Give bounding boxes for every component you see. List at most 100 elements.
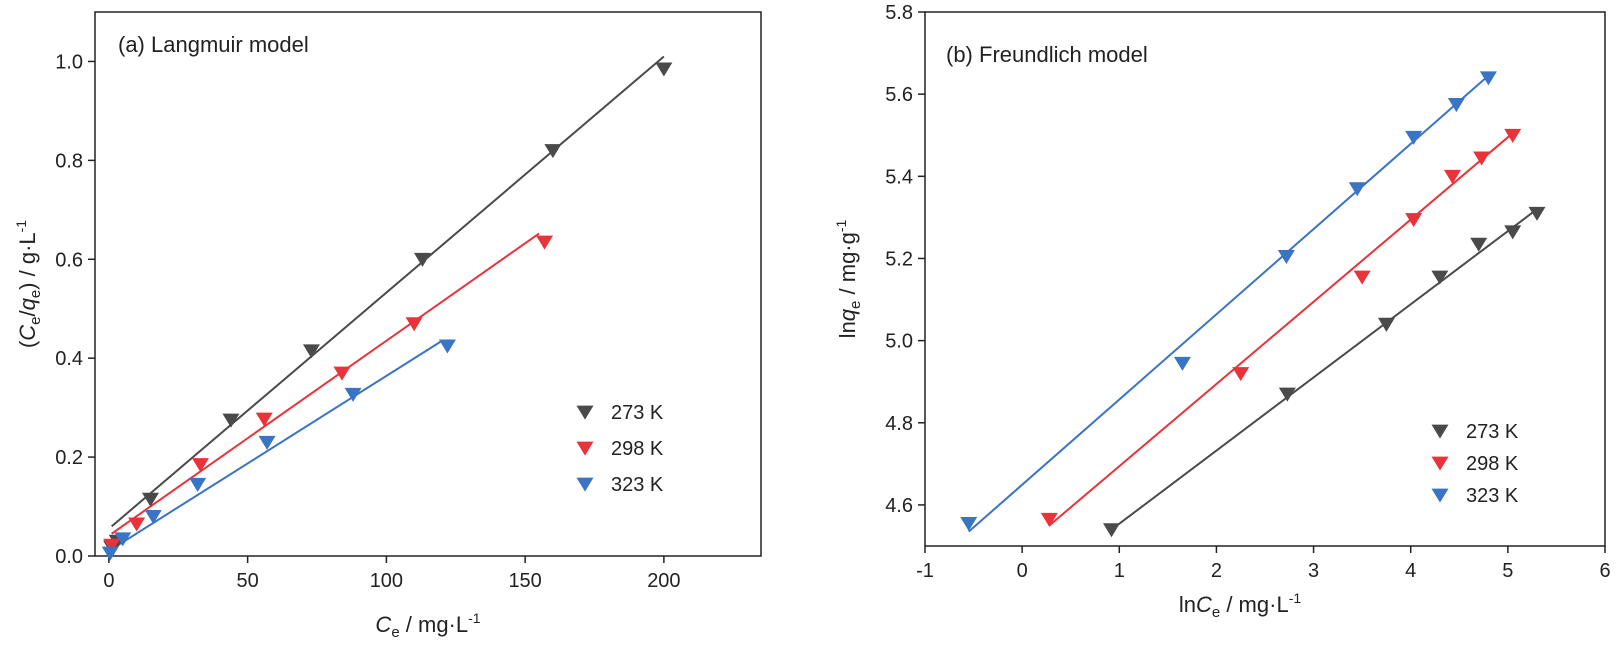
y-tick-label: 1.0 bbox=[55, 51, 83, 73]
y-label-post: ) / g·L bbox=[15, 232, 40, 289]
legend-marker bbox=[576, 441, 594, 456]
x-label-sup: -1 bbox=[1289, 590, 1302, 606]
data-point bbox=[333, 366, 351, 381]
x-tick-label: 3 bbox=[1308, 560, 1319, 582]
y-label-pre: ( bbox=[15, 340, 40, 348]
y-tick-label: 4.6 bbox=[885, 495, 913, 517]
legend: 273 K 298 K 323 K bbox=[1431, 421, 1519, 507]
x-tick-label: 2 bbox=[1211, 560, 1222, 582]
ticks: -1 0 1 2 3 4 5 6 4.6 4.8 5.0 5.2 5.4 5.6 5.8 bbox=[885, 2, 1610, 582]
y-tick-label: 5.0 bbox=[885, 331, 913, 353]
legend-marker bbox=[576, 477, 594, 492]
data-point bbox=[344, 387, 362, 402]
legend-marker bbox=[1431, 456, 1449, 471]
data-point bbox=[189, 477, 207, 492]
x-label-sub: e bbox=[1212, 604, 1220, 621]
data-point bbox=[1277, 250, 1295, 265]
data-point bbox=[405, 317, 423, 332]
data-point bbox=[960, 517, 978, 532]
y-tick-label: 5.4 bbox=[885, 166, 913, 188]
data-point bbox=[128, 517, 146, 532]
legend-marker bbox=[1431, 424, 1449, 439]
data-point bbox=[1405, 130, 1423, 145]
y-tick-label: 4.8 bbox=[885, 413, 913, 435]
legend-label: 323 K bbox=[611, 474, 664, 496]
fit-line-273k bbox=[1110, 208, 1538, 531]
panel-title: (b) Freundlich model bbox=[946, 42, 1148, 67]
data-point bbox=[255, 412, 273, 427]
data-point bbox=[144, 510, 162, 525]
panel-title: (a) Langmuir model bbox=[118, 32, 309, 57]
fit-line-323k bbox=[968, 74, 1490, 533]
data-point bbox=[1103, 523, 1121, 538]
data-point bbox=[1504, 128, 1522, 143]
y-label-sub: e bbox=[847, 301, 864, 309]
x-tick-label: 0 bbox=[103, 570, 114, 592]
data-point bbox=[1470, 237, 1488, 252]
x-tick-label: 6 bbox=[1599, 560, 1610, 582]
data-point bbox=[1348, 182, 1366, 197]
fit-line-298k bbox=[1048, 132, 1514, 527]
y-tick-label: 5.6 bbox=[885, 84, 913, 106]
data-point bbox=[1173, 356, 1191, 371]
y-label-sup: -1 bbox=[833, 219, 849, 232]
panel-a-langmuir: 0 50 100 150 200 0.0 0.2 0.4 0.6 0.8 1.0 (a) Langm… bbox=[13, 11, 762, 641]
x-label-main: C bbox=[1196, 592, 1212, 617]
data-point bbox=[1473, 151, 1491, 166]
fit-line-323k bbox=[109, 340, 443, 551]
x-tick-label: 1 bbox=[1114, 560, 1125, 582]
x-tick-label: 200 bbox=[647, 570, 680, 592]
x-tick-label: 5 bbox=[1502, 560, 1513, 582]
y-tick-label: 0.2 bbox=[55, 447, 83, 469]
y-tick-label: 5.2 bbox=[885, 248, 913, 270]
data-point bbox=[302, 344, 320, 359]
y-label-unit: / mg·g bbox=[835, 232, 860, 300]
plot-frame bbox=[924, 11, 1606, 547]
data-point bbox=[1040, 512, 1058, 527]
y-tick-label: 5.8 bbox=[885, 2, 913, 24]
y-label-main: C bbox=[15, 325, 40, 341]
x-label-main: C bbox=[375, 612, 391, 637]
legend-marker bbox=[1431, 488, 1449, 503]
data-point bbox=[258, 435, 276, 450]
data-points bbox=[960, 71, 1546, 538]
legend-label: 298 K bbox=[611, 438, 664, 460]
y-label-q: q bbox=[15, 297, 40, 310]
data-point bbox=[655, 62, 673, 77]
panel-b-freundlich: -1 0 1 2 3 4 5 6 4.6 4.8 5.0 5.2 5.4 5.6 5.8 (b) Freun… bbox=[833, 2, 1611, 621]
y-tick-label: 0.8 bbox=[55, 150, 83, 172]
data-point bbox=[103, 538, 121, 553]
ticks: 0 50 100 150 200 0.0 0.2 0.4 0.6 0.8 1.0 bbox=[55, 51, 680, 592]
y-label-main: q bbox=[835, 308, 860, 321]
data-point bbox=[438, 339, 456, 354]
fit-line-273k bbox=[111, 55, 665, 528]
data-point bbox=[1479, 71, 1497, 86]
fit-line-298k bbox=[111, 232, 540, 535]
x-tick-label: 150 bbox=[508, 570, 541, 592]
x-tick-label: -1 bbox=[916, 560, 934, 582]
x-tick-label: 4 bbox=[1405, 560, 1416, 582]
legend: 273 K 298 K 323 K bbox=[576, 402, 664, 496]
x-tick-label: 0 bbox=[1017, 560, 1028, 582]
y-tick-label: 0.6 bbox=[55, 249, 83, 271]
y-axis-label: lnqe / mg·g-1 bbox=[833, 219, 864, 338]
y-label-pre: ln bbox=[835, 321, 860, 338]
plot-frame bbox=[94, 11, 762, 557]
legend-label: 273 K bbox=[611, 402, 664, 424]
y-label-slash: / bbox=[15, 310, 40, 317]
x-axis-label: lnCe / mg·L-1 bbox=[1179, 590, 1301, 621]
data-point bbox=[101, 546, 119, 561]
x-label-pre: ln bbox=[1179, 592, 1196, 617]
x-label-sub: e bbox=[391, 624, 399, 641]
data-point bbox=[1232, 367, 1250, 382]
data-points bbox=[101, 62, 673, 561]
data-point bbox=[1377, 317, 1395, 332]
data-point bbox=[1528, 206, 1546, 221]
x-label-unit: / mg·L bbox=[400, 612, 468, 637]
data-point bbox=[536, 235, 554, 250]
data-point bbox=[114, 532, 132, 547]
data-point bbox=[222, 413, 240, 428]
y-tick-label: 0.0 bbox=[55, 546, 83, 568]
data-point bbox=[1353, 270, 1371, 285]
